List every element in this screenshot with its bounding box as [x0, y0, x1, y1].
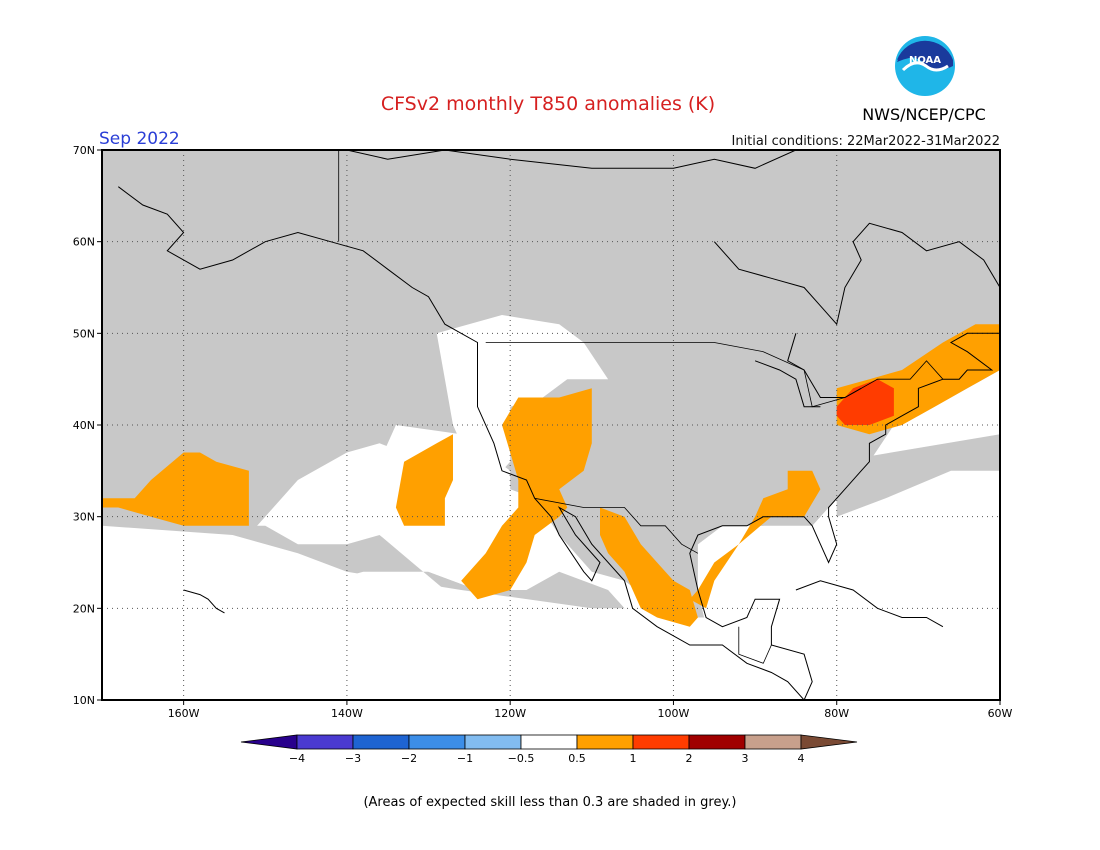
- figure-title: CFSv2 monthly T850 anomalies (K): [381, 93, 715, 115]
- region-southwest-warm: [461, 388, 592, 600]
- region-caribbean-white: [697, 498, 1000, 700]
- colorbar-label: −0.5: [508, 752, 535, 765]
- initial-conditions-label: Initial conditions: 22Mar2022-31Mar2022: [732, 134, 1001, 149]
- noaa-logo-icon: NOAA: [895, 36, 955, 96]
- coastline: [754, 360, 821, 408]
- colorbar-label: 1: [630, 752, 637, 765]
- coastlines: [118, 150, 1000, 700]
- colorbar-high-arrow: [800, 734, 858, 750]
- region-atlantic-grey: [836, 434, 1000, 517]
- colorbar-bin: [688, 734, 746, 750]
- coastline: [689, 332, 1000, 700]
- lon-tick-label: 60W: [988, 707, 1013, 720]
- lat-tick-label: 30N: [73, 511, 95, 524]
- colorbar-bin: [296, 734, 354, 750]
- lat-tick-label: 60N: [73, 236, 95, 249]
- agency-label: NWS/NCEP/CPC: [862, 105, 986, 124]
- colorbar-label: 3: [742, 752, 749, 765]
- region-gulf-warm: [689, 470, 821, 609]
- colorbar-label: −4: [289, 752, 305, 765]
- lon-tick-label: 100W: [658, 707, 690, 720]
- colorbar-label: −2: [401, 752, 417, 765]
- coastline: [118, 186, 805, 700]
- lon-tick-label: 160W: [168, 707, 200, 720]
- colorbar: −4 −3 −2 −1 −0.5 0.5 1 2 3 4: [240, 734, 858, 765]
- colorbar-bin: [408, 734, 466, 750]
- lon-tick-label: 80W: [824, 707, 849, 720]
- coastline: [795, 580, 944, 628]
- lat-tick-label: 50N: [73, 327, 95, 340]
- lon-tick-label: 140W: [331, 707, 363, 720]
- colorbar-label: 0.5: [568, 752, 586, 765]
- colorbar-low-arrow: [240, 734, 298, 750]
- valid-month-label: Sep 2022: [99, 129, 180, 149]
- coastline: [346, 150, 797, 169]
- colorbar-bin: [744, 734, 802, 750]
- map-panel: 70N 60N 50N 40N 30N 20N 10N 160W 140W 120W 100W 80…: [73, 144, 1013, 720]
- noaa-logo-text: NOAA: [909, 55, 941, 66]
- region-pacific-warm: [395, 434, 453, 526]
- lat-lon-grid: [102, 150, 1000, 700]
- lat-tick-label: 40N: [73, 419, 95, 432]
- region-hawaii-warm: [102, 452, 249, 526]
- colorbar-bin: [520, 734, 578, 750]
- longitude-ticks: 160W 140W 120W 100W 80W 60W: [168, 700, 1013, 720]
- skill-footnote: (Areas of expected skill less than 0.3 a…: [363, 795, 736, 810]
- border-line: [534, 497, 699, 554]
- coastline: [183, 589, 225, 614]
- coastline: [713, 222, 1000, 326]
- latitude-ticks: 70N 60N 50N 40N 30N 20N 10N: [73, 144, 102, 707]
- lat-tick-label: 20N: [73, 602, 95, 615]
- colorbar-label: 4: [798, 752, 805, 765]
- colorbar-bin: [352, 734, 410, 750]
- lon-tick-label: 120W: [494, 707, 526, 720]
- region-south-white: [102, 525, 837, 700]
- border-line: [485, 342, 944, 408]
- colorbar-label: −3: [345, 752, 361, 765]
- region-mexico-warm: [600, 507, 698, 627]
- colorbar-label: 2: [686, 752, 693, 765]
- region-pacific-subtropical-grey: [167, 525, 625, 618]
- colorbar-bin: [464, 734, 522, 750]
- colorbar-label: −1: [457, 752, 473, 765]
- lat-tick-label: 10N: [73, 694, 95, 707]
- colorbar-bin: [576, 734, 634, 750]
- region-northeast-hot: [836, 379, 894, 425]
- colorbar-bin: [632, 734, 690, 750]
- border-line: [738, 626, 772, 664]
- shaded-regions: [102, 150, 1000, 700]
- lat-tick-label: 70N: [73, 144, 95, 157]
